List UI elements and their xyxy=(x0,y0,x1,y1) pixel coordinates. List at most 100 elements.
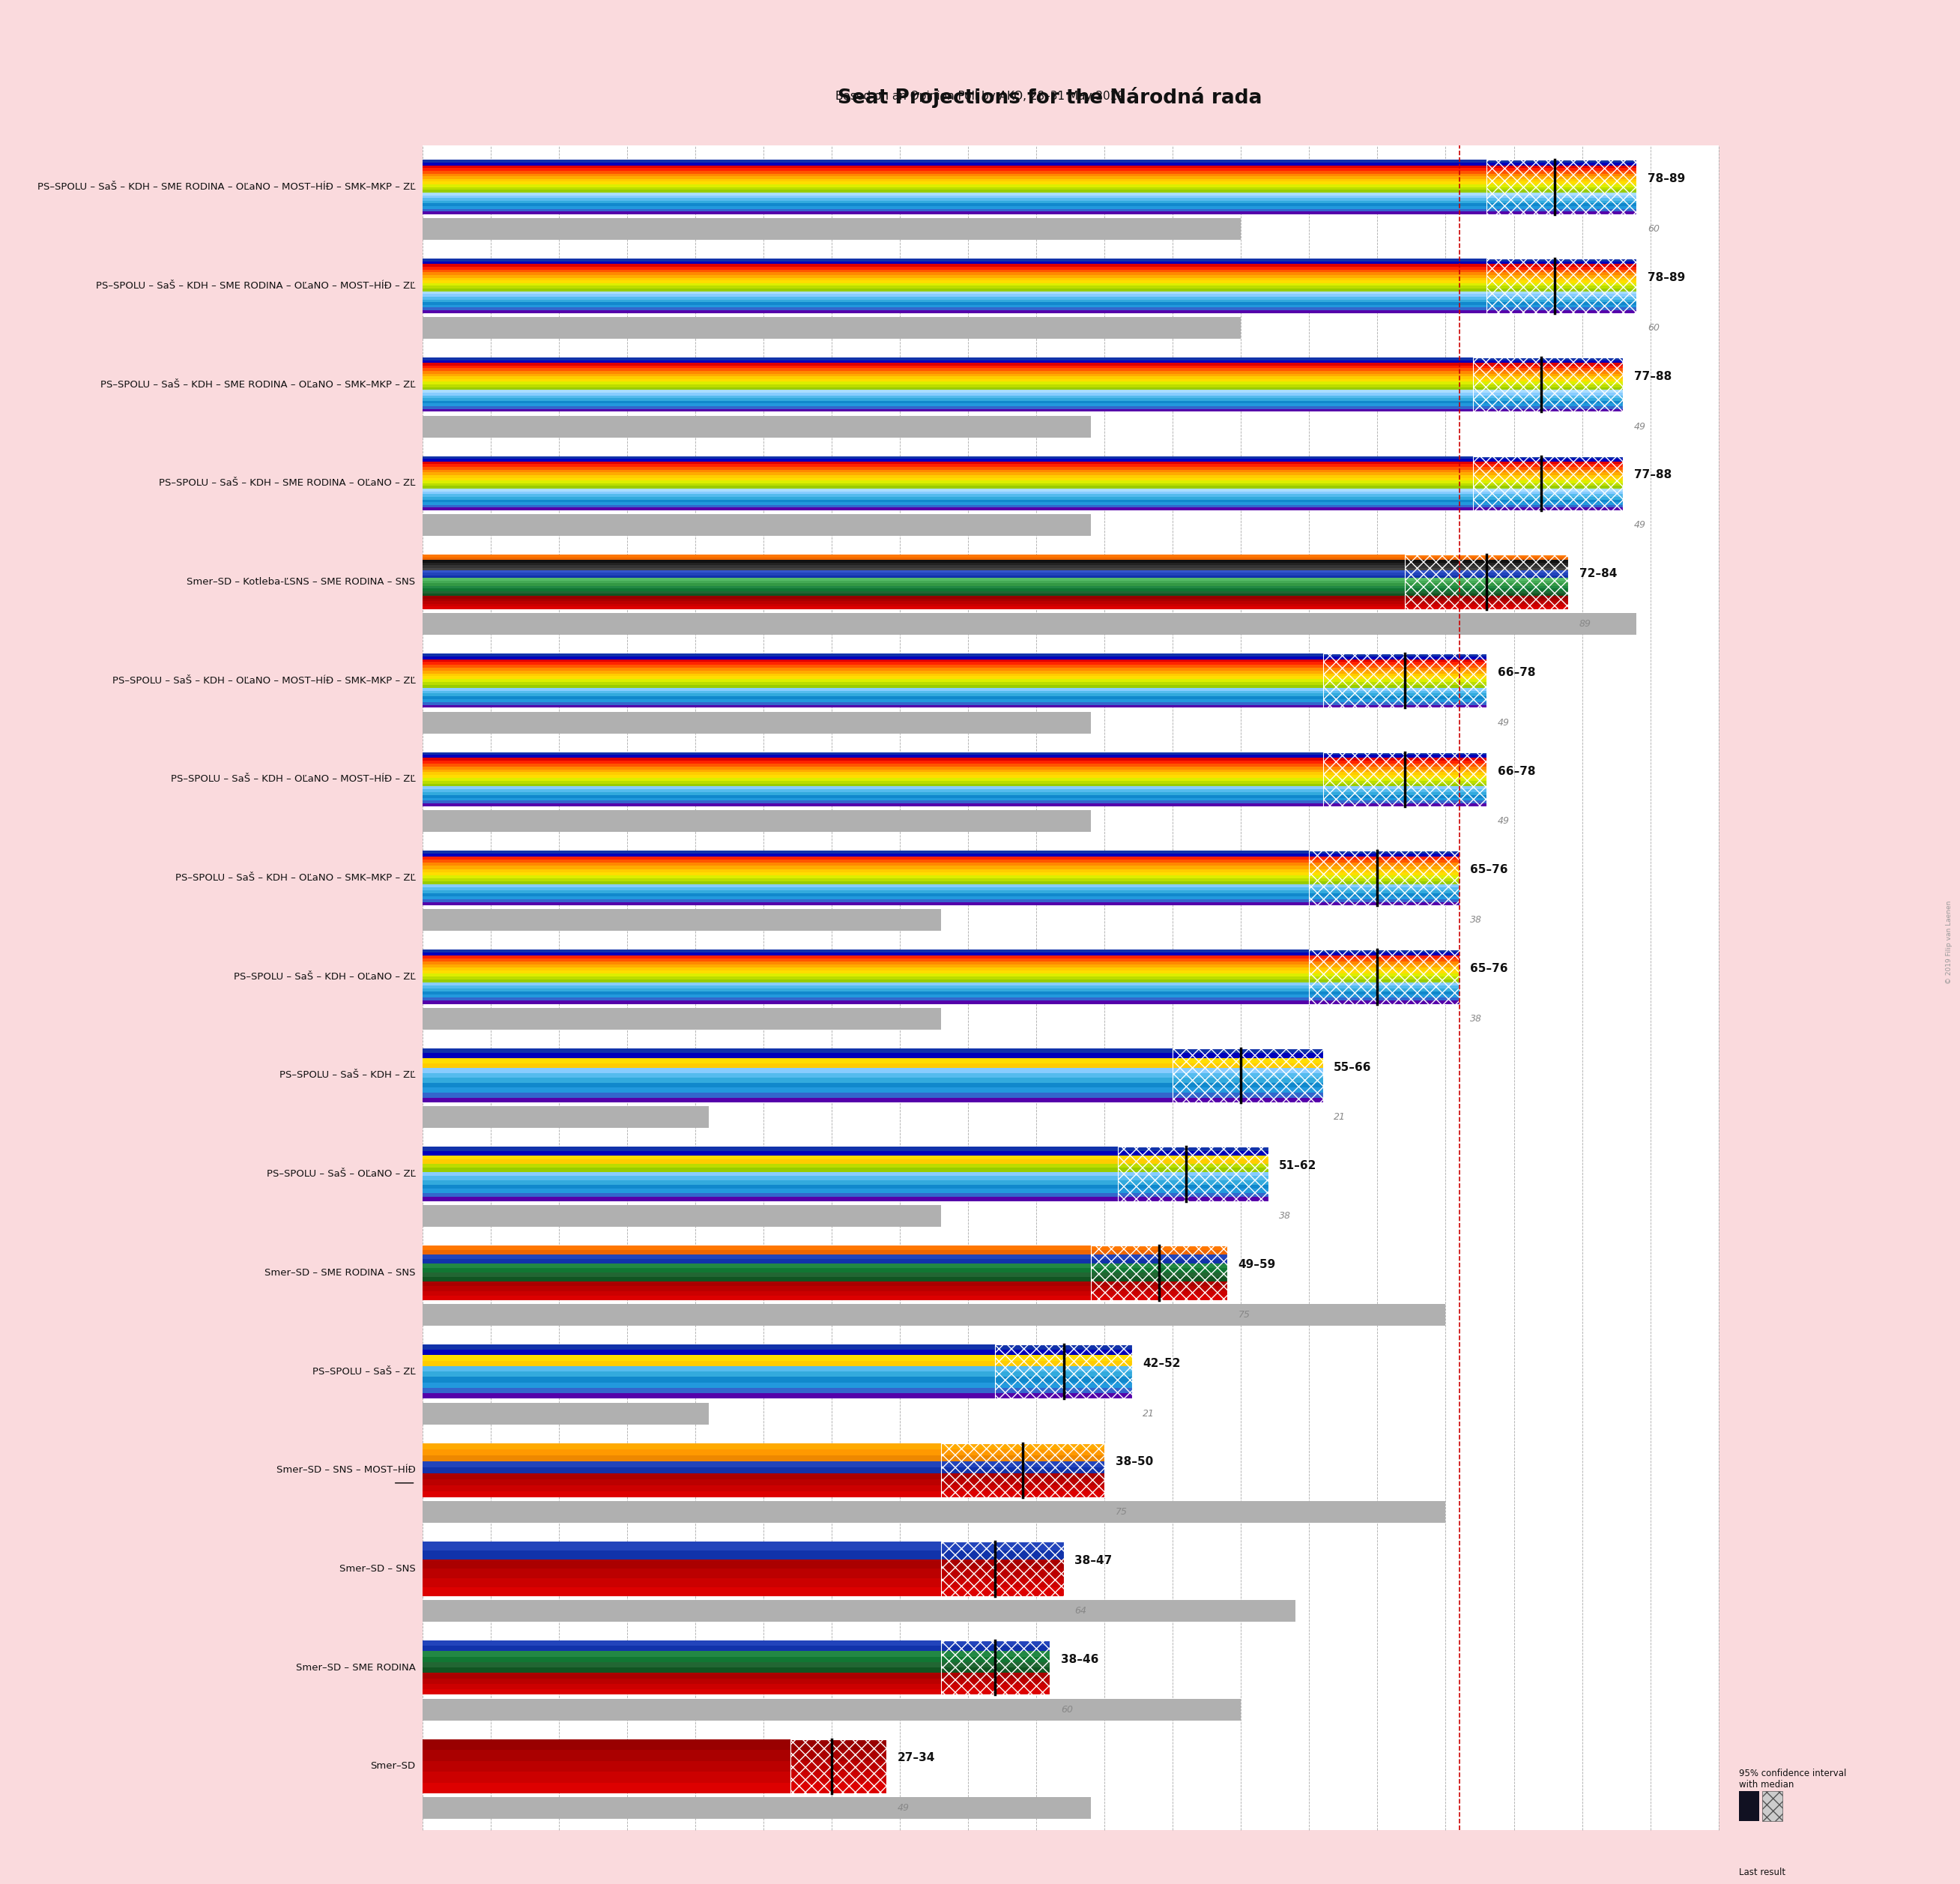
Bar xyxy=(1309,950,1460,1004)
Bar xyxy=(421,475,1623,479)
Bar xyxy=(421,599,1568,601)
Text: 95% confidence interval
with median: 95% confidence interval with median xyxy=(1739,1769,1846,1790)
Bar xyxy=(421,1468,1105,1473)
Bar xyxy=(1405,554,1568,609)
Bar xyxy=(1486,258,1637,313)
Bar xyxy=(421,697,1486,699)
Bar xyxy=(421,407,1623,409)
Bar xyxy=(421,486,1623,488)
Bar xyxy=(421,1485,1105,1492)
Bar xyxy=(421,1255,1227,1259)
Bar xyxy=(421,1579,1064,1586)
Bar xyxy=(421,573,1568,575)
Bar xyxy=(421,1078,1323,1083)
Bar xyxy=(421,1059,1323,1063)
Bar xyxy=(421,1762,886,1771)
Bar xyxy=(421,673,1486,676)
Text: 77–88: 77–88 xyxy=(1635,469,1672,480)
Bar xyxy=(421,1287,1227,1291)
Bar xyxy=(421,166,1637,168)
Bar xyxy=(421,699,1486,703)
Bar xyxy=(421,181,1637,185)
Bar xyxy=(421,460,1623,462)
Bar xyxy=(421,961,1460,965)
Bar xyxy=(421,665,1486,667)
Bar xyxy=(421,786,1486,789)
Bar xyxy=(421,305,1637,307)
Bar xyxy=(421,192,1637,196)
Bar xyxy=(421,456,1623,460)
Text: PS–SPOLU – SaŠ – KDH – SME RODINA – OĽaNO – SMK–MKP – ZĽ: PS–SPOLU – SaŠ – KDH – SME RODINA – OĽaN… xyxy=(100,381,416,390)
Text: Smer–SD: Smer–SD xyxy=(370,1762,416,1771)
Bar xyxy=(421,560,1568,563)
Bar xyxy=(421,867,1460,869)
Bar xyxy=(421,396,1623,398)
Bar xyxy=(941,1443,1105,1498)
Bar xyxy=(421,1098,1323,1102)
Text: PS–SPOLU – SaŠ – KDH – OĽaNO – SMK–MKP – ZĽ: PS–SPOLU – SaŠ – KDH – OĽaNO – SMK–MKP –… xyxy=(174,872,416,884)
Bar xyxy=(421,810,1092,833)
Bar xyxy=(421,584,1568,586)
Bar xyxy=(421,173,1637,177)
Bar xyxy=(421,1259,1227,1264)
Bar xyxy=(421,480,1623,482)
Bar xyxy=(421,1360,1131,1366)
Bar xyxy=(421,1782,886,1794)
Bar xyxy=(421,1268,1227,1274)
Bar xyxy=(421,965,1460,968)
Bar xyxy=(421,198,1637,202)
Bar xyxy=(421,145,1719,1829)
Bar xyxy=(421,1551,1064,1560)
Text: 75: 75 xyxy=(1115,1507,1127,1517)
Text: 49: 49 xyxy=(1635,520,1646,529)
Bar xyxy=(421,462,1623,463)
Bar xyxy=(421,1647,1051,1650)
Bar xyxy=(421,296,1637,300)
Bar xyxy=(421,1690,1051,1696)
Text: 65–76: 65–76 xyxy=(1470,865,1507,876)
Bar xyxy=(421,667,1486,671)
Bar xyxy=(421,168,1637,171)
Bar xyxy=(421,1087,1323,1093)
Bar xyxy=(421,202,1637,203)
Bar xyxy=(421,1479,1105,1485)
Bar xyxy=(421,1797,1092,1820)
Bar xyxy=(421,1750,886,1762)
Bar xyxy=(421,469,1623,473)
Bar xyxy=(421,403,1623,407)
Bar xyxy=(421,703,1486,705)
Bar xyxy=(421,595,1568,599)
Bar xyxy=(421,999,1460,1000)
Text: PS–SPOLU – SaŠ – KDH – OĽaNO – ZĽ: PS–SPOLU – SaŠ – KDH – OĽaNO – ZĽ xyxy=(233,972,416,982)
Bar xyxy=(421,1063,1323,1068)
Bar xyxy=(421,899,1460,902)
Bar xyxy=(421,497,1623,499)
Bar xyxy=(421,1245,1227,1251)
Bar xyxy=(1309,852,1460,904)
Bar xyxy=(421,1492,1105,1498)
Bar xyxy=(421,1600,1296,1622)
Text: 66–78: 66–78 xyxy=(1497,667,1535,678)
Bar xyxy=(421,1366,1131,1372)
Bar xyxy=(421,264,1637,268)
Bar xyxy=(421,371,1623,373)
Bar xyxy=(421,179,1637,181)
Bar xyxy=(421,705,1486,708)
Bar xyxy=(421,1251,1227,1255)
Bar xyxy=(421,262,1637,264)
Text: 78–89: 78–89 xyxy=(1648,173,1686,185)
Bar xyxy=(421,889,1460,893)
Bar xyxy=(421,311,1637,313)
Bar xyxy=(421,1586,1064,1596)
Bar xyxy=(421,1083,1323,1087)
Bar xyxy=(421,269,1637,273)
Text: 21: 21 xyxy=(1333,1112,1347,1123)
Bar xyxy=(421,160,1637,162)
Bar xyxy=(421,1449,1105,1454)
Bar xyxy=(421,268,1637,269)
Bar xyxy=(421,1443,1105,1449)
Bar xyxy=(421,514,1092,537)
Bar xyxy=(421,1274,1227,1277)
Bar xyxy=(421,382,1623,384)
Bar xyxy=(421,567,1568,571)
